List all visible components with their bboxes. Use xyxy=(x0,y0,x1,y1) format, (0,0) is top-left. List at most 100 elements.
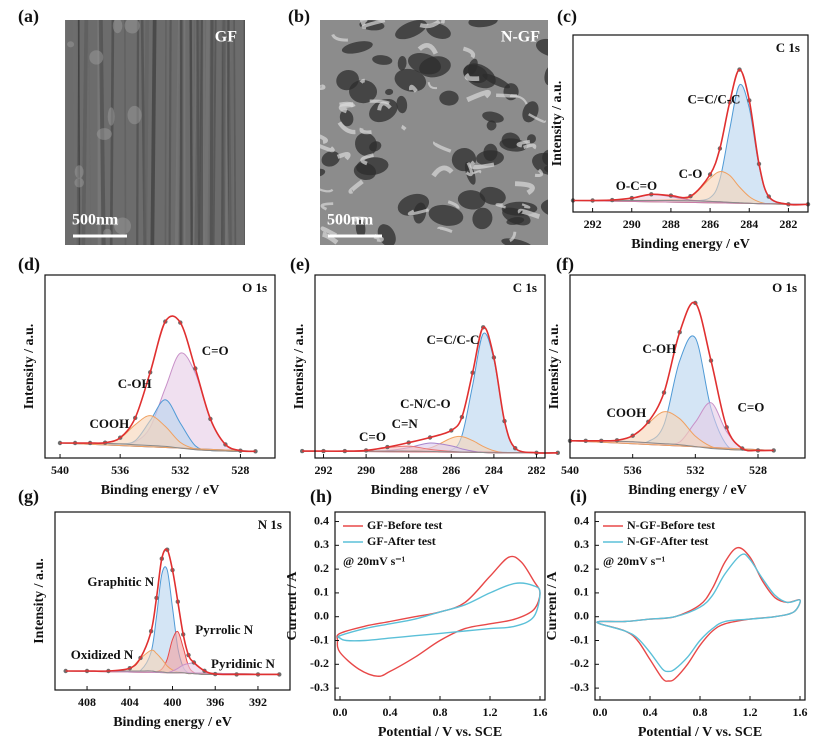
texture xyxy=(233,20,237,245)
texture xyxy=(437,226,453,233)
fit-envelope xyxy=(570,301,774,452)
y-axis-title: Intensity / a.u. xyxy=(292,324,307,410)
x-tick-label: 288 xyxy=(400,463,418,477)
y-tick-label: -0.1 xyxy=(310,632,329,646)
texture xyxy=(243,20,245,245)
texture xyxy=(320,226,338,238)
texture xyxy=(336,152,351,161)
texture xyxy=(124,20,127,245)
x-tick-label: 396 xyxy=(206,695,224,709)
y-tick-label: 0.4 xyxy=(574,513,589,527)
texture xyxy=(74,165,84,179)
y-tick-label: -0.3 xyxy=(570,680,589,694)
texture xyxy=(472,170,482,175)
background-line xyxy=(573,199,809,205)
peak-label: C=N xyxy=(392,416,419,431)
x-tick-label: 0.0 xyxy=(333,705,348,719)
texture xyxy=(77,20,81,245)
y-axis-title: Intensity / a.u. xyxy=(32,558,47,644)
texture xyxy=(321,151,340,167)
cv-curve xyxy=(596,553,801,673)
texture xyxy=(394,68,427,92)
texture xyxy=(462,46,476,59)
texture xyxy=(127,105,142,125)
texture xyxy=(203,20,210,245)
texture xyxy=(464,73,480,81)
y-tick-label: -0.1 xyxy=(570,632,589,646)
texture xyxy=(472,207,493,230)
fit-envelope xyxy=(65,548,280,676)
texture xyxy=(397,55,407,71)
texture xyxy=(355,219,366,238)
cv-curve xyxy=(337,582,541,642)
peak-label: C-N/C-O xyxy=(400,396,451,411)
texture xyxy=(428,204,464,226)
panel-title: C 1s xyxy=(776,40,800,55)
texture xyxy=(486,120,497,131)
sem-image xyxy=(65,20,245,245)
panel-title: C 1s xyxy=(513,280,537,295)
texture xyxy=(440,20,445,24)
texture xyxy=(534,168,544,178)
texture xyxy=(212,20,217,245)
panel-letter: (e) xyxy=(290,254,310,275)
peak-label: C=O xyxy=(359,429,386,444)
x-tick-label: 288 xyxy=(662,217,680,231)
texture xyxy=(199,20,205,245)
x-tick-label: 400 xyxy=(164,695,182,709)
x-axis-title: Binding energy / eV xyxy=(631,237,750,252)
texture xyxy=(320,168,326,177)
y-tick-label: 0.2 xyxy=(314,561,329,575)
texture xyxy=(136,20,140,245)
peak-label: Oxidized N xyxy=(71,647,134,662)
peak-label: C-O xyxy=(679,166,703,181)
y-tick-label: 0.0 xyxy=(574,608,589,622)
peak-label: Graphitic N xyxy=(87,574,154,589)
texture xyxy=(320,202,334,211)
x-tick-label: 1.6 xyxy=(793,705,808,719)
y-tick-label: 0.4 xyxy=(314,513,329,527)
texture xyxy=(341,41,373,54)
texture xyxy=(369,98,398,123)
texture xyxy=(501,132,521,149)
peak-label: C=O xyxy=(737,400,764,415)
texture xyxy=(377,101,392,111)
texture xyxy=(351,216,365,222)
y-tick-label: 0.3 xyxy=(574,537,589,551)
texture xyxy=(482,111,504,123)
x-tick-label: 282 xyxy=(779,217,797,231)
texture xyxy=(447,200,460,209)
texture xyxy=(320,84,326,90)
texture xyxy=(229,20,234,245)
y-axis-title: Current / A xyxy=(285,571,300,641)
texture xyxy=(124,20,140,34)
plot-frame xyxy=(569,274,806,459)
plot-frame xyxy=(314,274,546,459)
texture xyxy=(509,231,517,243)
texture xyxy=(427,82,438,90)
texture xyxy=(396,95,408,114)
legend-label: N-GF-After test xyxy=(627,534,708,548)
x-tick-label: 1.6 xyxy=(533,705,548,719)
texture xyxy=(72,20,78,245)
x-tick-label: 0.0 xyxy=(593,705,608,719)
x-tick-label: 284 xyxy=(740,217,758,231)
texture xyxy=(536,38,548,57)
texture xyxy=(509,94,528,105)
texture xyxy=(372,55,393,65)
x-tick-label: 0.8 xyxy=(693,705,708,719)
x-tick-label: 286 xyxy=(442,463,460,477)
texture xyxy=(339,101,356,108)
texture xyxy=(67,41,75,48)
panel-title: O 1s xyxy=(772,280,797,295)
fit-envelope xyxy=(302,326,558,454)
texture xyxy=(469,160,495,170)
y-axis-title: Current / A xyxy=(545,571,560,641)
x-tick-label: 286 xyxy=(701,217,719,231)
x-tick-label: 404 xyxy=(121,695,139,709)
texture xyxy=(407,208,430,216)
texture xyxy=(336,69,359,91)
x-tick-label: 532 xyxy=(686,463,704,477)
texture xyxy=(81,20,89,245)
panel-title: N 1s xyxy=(258,517,282,532)
